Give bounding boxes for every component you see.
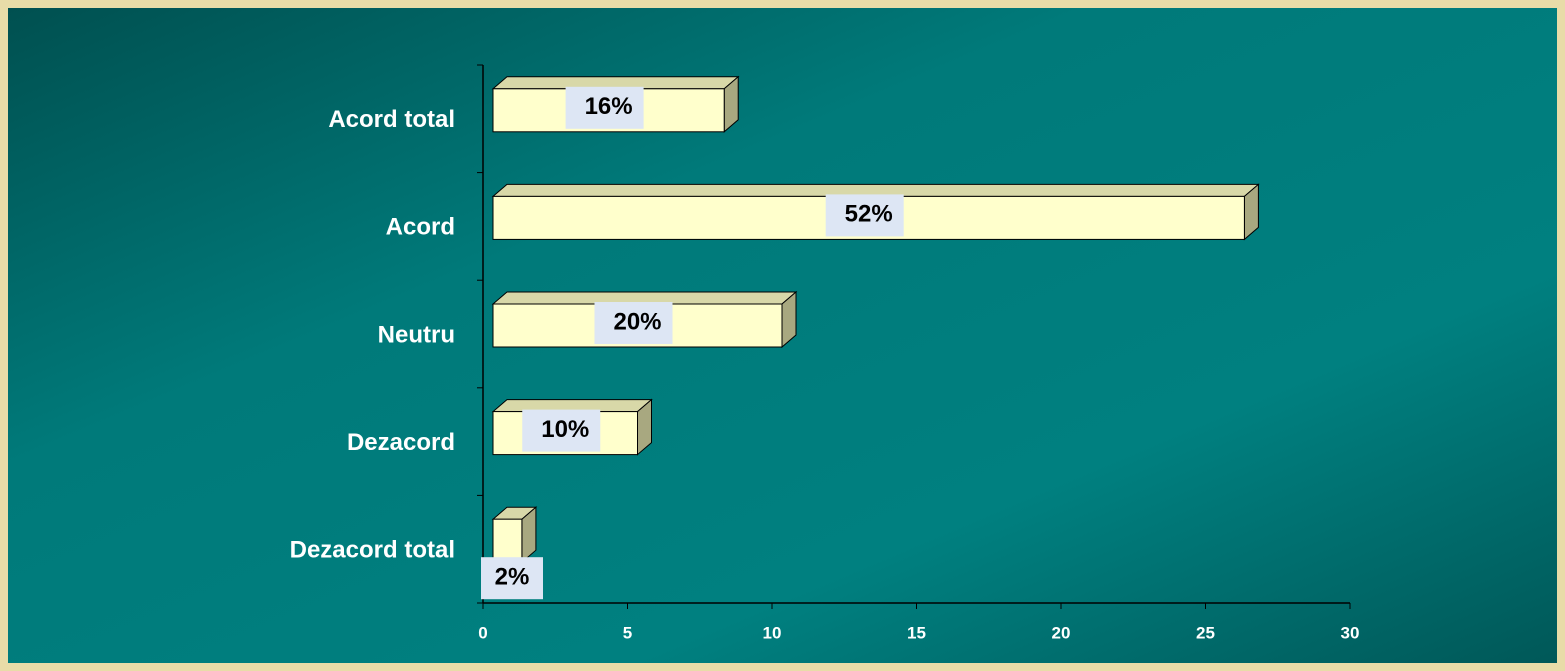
data-label: 16%: [585, 93, 633, 120]
y-tick-label: Dezacord total: [290, 537, 455, 564]
data-label: 52%: [845, 201, 893, 228]
y-tick-label: Acord: [386, 214, 455, 241]
y-tick-label: Neutru: [378, 321, 455, 348]
bar: [491, 506, 538, 564]
x-tick-label: 25: [1196, 623, 1215, 642]
x-tick-label: 30: [1341, 623, 1360, 642]
y-tick-label: Dezacord: [347, 429, 455, 456]
data-label: 2%: [495, 564, 530, 591]
y-tick-label: Acord total: [328, 106, 455, 133]
data-label-box: [825, 194, 904, 237]
bar-front: [492, 518, 523, 563]
x-tick-label: 5: [623, 623, 632, 642]
x-tick-label: 20: [1052, 623, 1071, 642]
x-tick-label: 10: [763, 623, 782, 642]
x-tick-label: 0: [478, 623, 487, 642]
data-label: 20%: [613, 308, 661, 335]
x-tick-label: 15: [907, 623, 926, 642]
data-label-box: [594, 302, 673, 344]
data-label-box: [565, 86, 644, 129]
data-label: 10%: [541, 416, 589, 443]
data-label-box: [522, 409, 601, 452]
data-label-box: [481, 557, 543, 600]
